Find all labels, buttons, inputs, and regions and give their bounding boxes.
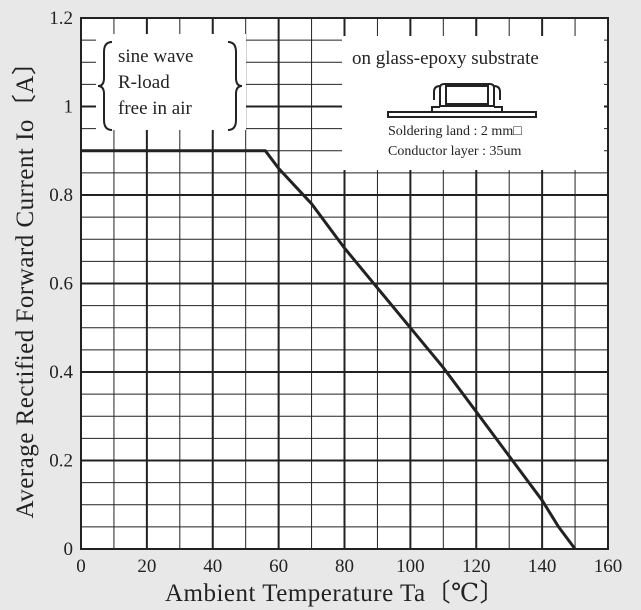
x-tick-label: 140 <box>528 556 557 577</box>
x-tick-labels: 0 20 40 60 80 100 120 140 160 <box>76 556 622 577</box>
condition-line: R-load <box>118 72 170 93</box>
plot-frame <box>80 17 609 550</box>
condition-line: free in air <box>118 98 193 119</box>
mounting-line: Conductor layer : 35um <box>388 144 521 159</box>
conditions-note-background <box>96 34 246 130</box>
x-tick-label: 100 <box>396 556 425 577</box>
package-drawing-icon <box>387 83 537 118</box>
y-tick-label: 0 <box>64 539 74 560</box>
x-tick-label: 20 <box>137 556 156 577</box>
x-axis-title: Ambient Temperature Ta〔℃〕 <box>165 579 505 607</box>
y-tick-label: 0.8 <box>49 185 73 206</box>
mounting-title: on glass-epoxy substrate <box>352 48 539 69</box>
y-tick-label: 0.6 <box>49 274 73 295</box>
y-tick-label: 0.2 <box>49 451 73 472</box>
x-tick-label: 80 <box>335 556 354 577</box>
y-tick-label: 0.4 <box>49 362 73 383</box>
y-tick-labels: 0 0.2 0.4 0.6 0.8 1 1.2 <box>49 8 73 560</box>
conditions-note: sine wave R-load free in air <box>96 34 246 131</box>
mounting-note: on glass-epoxy substrate Soldering land … <box>342 36 604 170</box>
y-tick-label: 1.2 <box>49 8 73 29</box>
x-tick-label: 0 <box>76 556 86 577</box>
y-tick-label: 1 <box>64 97 74 118</box>
x-tick-label: 120 <box>462 556 491 577</box>
left-brace-icon <box>97 41 113 131</box>
derating-curve <box>81 149 577 550</box>
y-axis-title: Average Rectified Forward Current Io〔A〕 <box>11 50 39 519</box>
x-tick-label: 40 <box>203 556 222 577</box>
right-brace-icon <box>227 41 243 131</box>
condition-line: sine wave <box>118 46 193 67</box>
mounting-line: Soldering land : 2 mm□ <box>388 124 522 139</box>
x-tick-label: 160 <box>594 556 623 577</box>
x-tick-label: 60 <box>269 556 288 577</box>
